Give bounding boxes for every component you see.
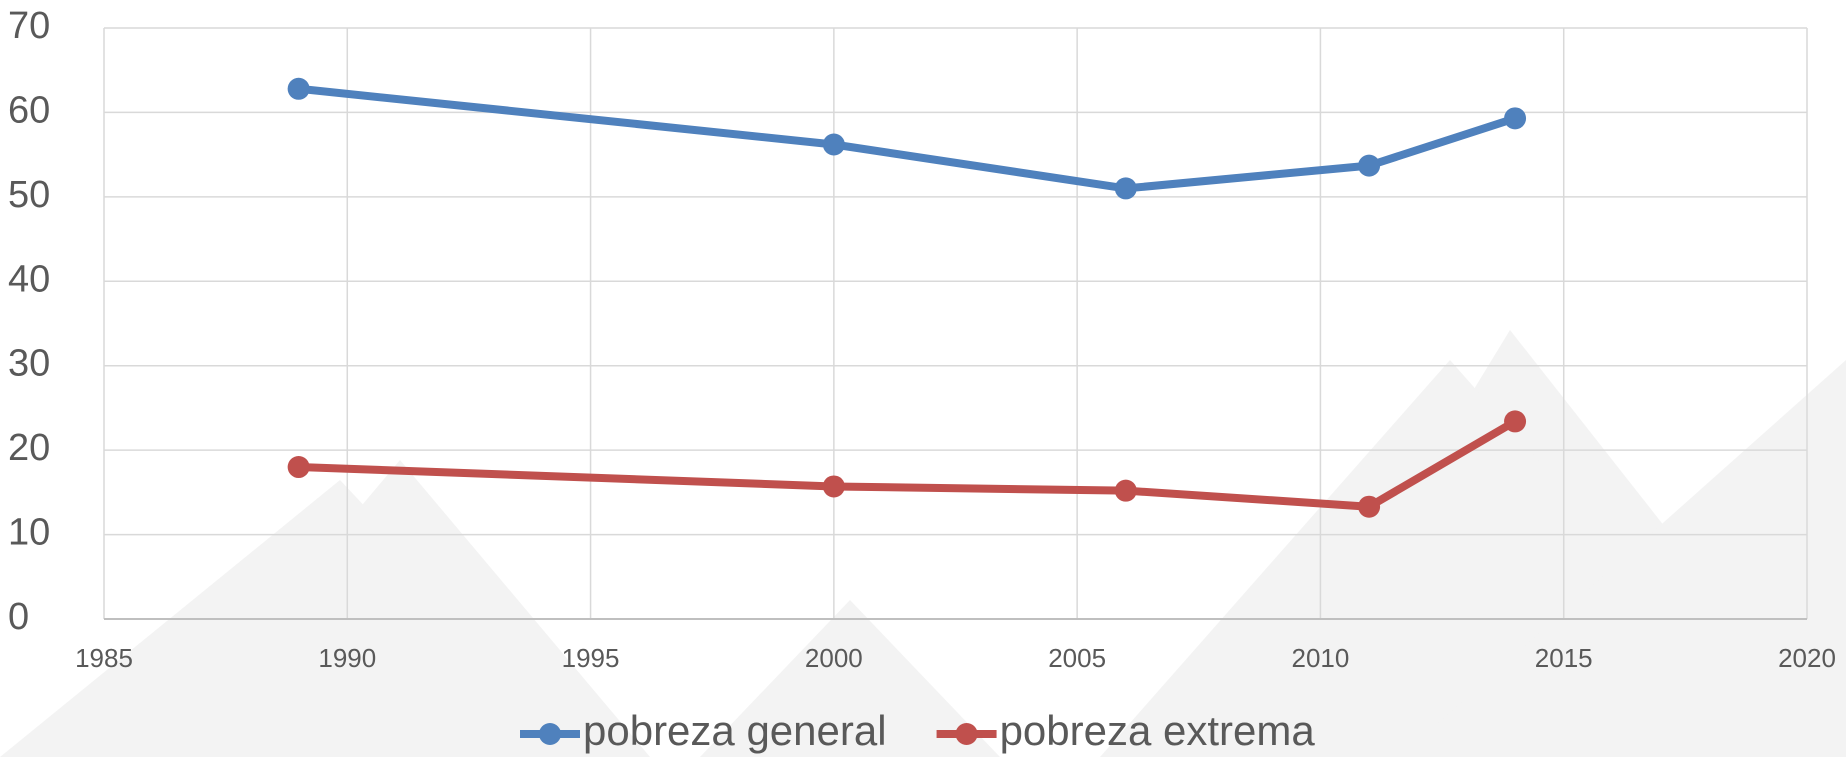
data-point (288, 78, 310, 100)
legend-marker (539, 723, 561, 745)
x-tick-label: 2000 (805, 643, 863, 673)
x-tick-label: 2020 (1778, 643, 1836, 673)
data-point (823, 475, 845, 497)
data-point (288, 456, 310, 478)
y-tick-label: 10 (8, 512, 50, 554)
legend-label: pobreza extrema (1000, 707, 1316, 754)
y-tick-label: 20 (8, 427, 50, 469)
x-tick-label: 2010 (1292, 643, 1350, 673)
legend-label: pobreza general (583, 707, 887, 754)
x-tick-label: 1995 (562, 643, 620, 673)
series-line (299, 89, 1515, 189)
data-point (1115, 177, 1137, 199)
y-tick-label: 50 (8, 174, 50, 216)
x-tick-label: 1990 (318, 643, 376, 673)
chart: 0 10 20 30 40 50 60 70 1985 1990 1995 2000 2005 2010 2… (0, 0, 1846, 757)
data-point (823, 134, 845, 156)
data-point (1358, 155, 1380, 177)
data-point (1504, 107, 1526, 129)
data-point (1115, 480, 1137, 502)
y-tick-label: 70 (8, 5, 50, 47)
y-tick-label: 40 (8, 258, 50, 300)
background-decoration (0, 330, 1846, 757)
x-tick-label: 2015 (1535, 643, 1593, 673)
y-tick-label: 30 (8, 343, 50, 385)
x-tick-label: 2005 (1048, 643, 1106, 673)
x-tick-label: 1985 (75, 643, 133, 673)
y-tick-label: 0 (8, 596, 29, 638)
data-point (1358, 496, 1380, 518)
data-point (1504, 410, 1526, 432)
y-tick-label: 60 (8, 89, 50, 131)
legend-marker (956, 723, 978, 745)
